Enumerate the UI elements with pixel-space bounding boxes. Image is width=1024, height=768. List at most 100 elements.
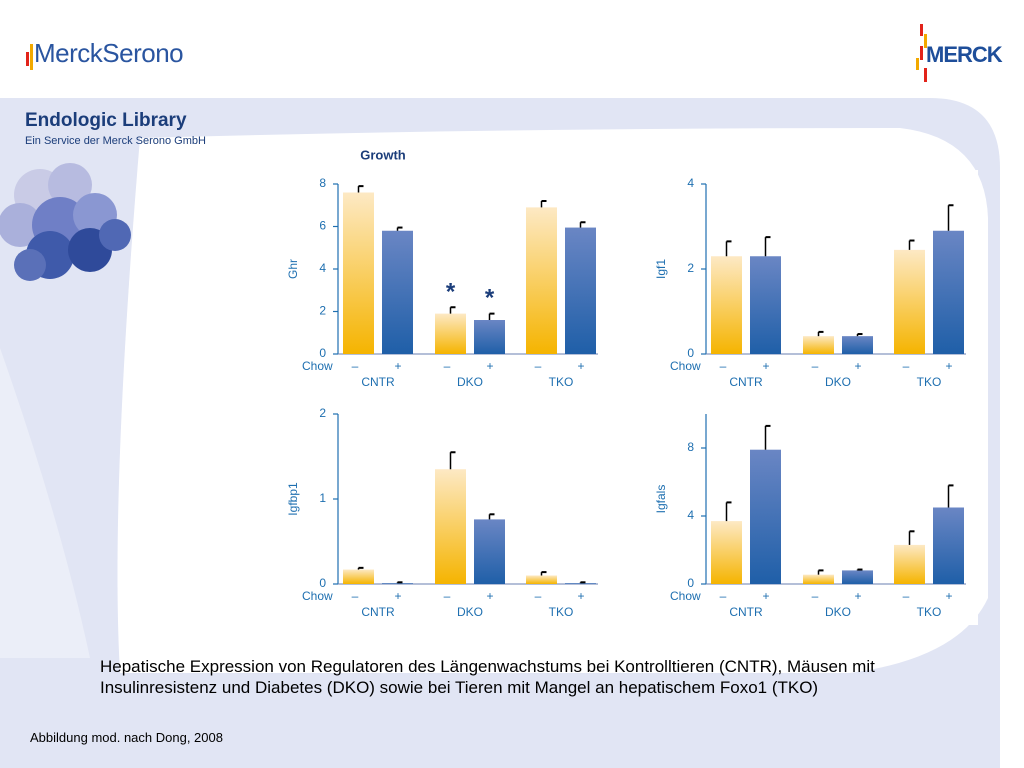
bar-ghr-dko-plus	[474, 320, 505, 354]
group-label: CNTR	[361, 375, 395, 389]
group-label: DKO	[457, 605, 483, 619]
chart-panel-igfals: 0 4 8 Igfals – + CNTR – + DKO – + TKO Chow	[648, 400, 978, 625]
merck-serono-logo-bars	[26, 44, 34, 72]
chart-panel-igf1: 0 2 4 Igf1– + CNTR – + DKO – + TKO Chow	[648, 170, 978, 395]
chart-panel-igfbp1: 0 1 2 Igfbp1– + CNTR – + DKO – + TKO Chow	[280, 400, 620, 625]
merck-logo-text: MERCK	[926, 42, 1003, 67]
significance-asterisk: *	[446, 278, 456, 305]
y-tick-label: 8	[687, 440, 694, 454]
group-label: DKO	[457, 375, 483, 389]
chart-title: Growth	[360, 147, 406, 162]
bar-igf1-tko-plus	[933, 230, 964, 354]
group-label: DKO	[825, 605, 851, 619]
chow-plus-label: +	[486, 589, 493, 603]
bar-igf1-dko-plus	[842, 336, 873, 354]
chow-minus-label: –	[812, 589, 819, 603]
y-axis-label: Ghr	[286, 259, 300, 279]
chow-label: Chow	[302, 589, 333, 603]
y-tick-label: 4	[319, 261, 326, 275]
group-label: CNTR	[729, 375, 763, 389]
y-axis-label: Igfals	[654, 485, 668, 514]
bar-ghr-tko-plus	[565, 227, 596, 354]
chow-label: Chow	[302, 359, 333, 373]
bar-igf1-tko-minus	[894, 249, 925, 354]
chow-label: Chow	[670, 359, 701, 373]
y-axis-label: Igf1	[654, 259, 668, 279]
y-tick-label: 0	[319, 576, 326, 590]
bar-igf1-dko-minus	[803, 336, 834, 354]
chow-plus-label: +	[394, 589, 401, 603]
chow-minus-label: –	[352, 359, 359, 373]
bar-igf1-cntr-plus	[750, 256, 781, 354]
y-tick-label: 2	[319, 406, 326, 420]
merck-logo-mark	[916, 24, 927, 82]
bar-ghr-cntr-minus	[343, 192, 374, 354]
bar-igfals-cntr-minus	[711, 521, 742, 584]
bar-ghr-cntr-plus	[382, 230, 413, 354]
chow-minus-label: –	[535, 359, 542, 373]
y-tick-label: 0	[319, 346, 326, 360]
figure-caption: Hepatische Expression von Regulatoren de…	[100, 657, 875, 697]
bar-igfbp1-tko-minus	[526, 575, 557, 584]
y-tick-label: 0	[687, 346, 694, 360]
library-subtitle: Ein Service der Merck Serono GmbH	[25, 135, 206, 147]
group-label: TKO	[549, 605, 574, 619]
chow-minus-label: –	[720, 359, 727, 373]
y-axis-label: Igfbp1	[286, 482, 300, 516]
chow-plus-label: +	[577, 589, 584, 603]
bar-igfals-dko-minus	[803, 574, 834, 584]
group-label: CNTR	[729, 605, 763, 619]
y-tick-label: 4	[687, 508, 694, 522]
bar-igfbp1-dko-plus	[474, 519, 505, 584]
y-tick-label: 6	[319, 219, 326, 233]
y-tick-label: 0	[687, 576, 694, 590]
chart-panel-ghr: Growth 0 2 4 6 8 Ghr – + CNTR – + DKO – + TKO Chow * *	[280, 140, 620, 395]
chow-minus-label: –	[720, 589, 727, 603]
y-tick-label: 1	[319, 491, 326, 505]
library-title: Endologic Library	[25, 110, 187, 131]
chow-plus-label: +	[577, 359, 584, 373]
chow-minus-label: –	[903, 359, 910, 373]
group-label: TKO	[549, 375, 574, 389]
chow-minus-label: –	[352, 589, 359, 603]
merck-serono-logo-text: MerckSerono	[34, 38, 184, 68]
chow-plus-label: +	[762, 359, 769, 373]
group-label: DKO	[825, 375, 851, 389]
chow-minus-label: –	[812, 359, 819, 373]
bar-igfbp1-cntr-minus	[343, 569, 374, 584]
chow-plus-label: +	[486, 359, 493, 373]
bar-igfals-tko-plus	[933, 507, 964, 584]
y-tick-label: 4	[687, 176, 694, 190]
bar-ghr-dko-minus	[435, 313, 466, 354]
chow-minus-label: –	[444, 589, 451, 603]
chow-plus-label: +	[945, 359, 952, 373]
group-label: TKO	[917, 605, 942, 619]
merck-logo: MERCK	[916, 24, 1006, 84]
chow-minus-label: –	[444, 359, 451, 373]
chow-label: Chow	[670, 589, 701, 603]
significance-asterisk: *	[485, 285, 495, 312]
bar-igfbp1-cntr-plus	[382, 583, 413, 584]
chow-plus-label: +	[854, 359, 861, 373]
chow-plus-label: +	[762, 589, 769, 603]
bar-igfals-dko-plus	[842, 570, 873, 584]
chow-plus-label: +	[394, 359, 401, 373]
y-tick-label: 2	[687, 261, 694, 275]
bar-ghr-tko-minus	[526, 207, 557, 354]
bar-igfbp1-dko-minus	[435, 469, 466, 584]
protein-structure-image	[0, 163, 131, 281]
bar-igfals-tko-minus	[894, 544, 925, 584]
group-label: CNTR	[361, 605, 395, 619]
figure-footnote: Abbildung mod. nach Dong, 2008	[30, 730, 223, 745]
y-tick-label: 8	[319, 176, 326, 190]
bar-igfals-cntr-plus	[750, 449, 781, 584]
chow-plus-label: +	[854, 589, 861, 603]
bar-igf1-cntr-minus	[711, 256, 742, 354]
bar-igfbp1-tko-plus	[565, 583, 596, 584]
chow-plus-label: +	[945, 589, 952, 603]
chow-minus-label: –	[903, 589, 910, 603]
